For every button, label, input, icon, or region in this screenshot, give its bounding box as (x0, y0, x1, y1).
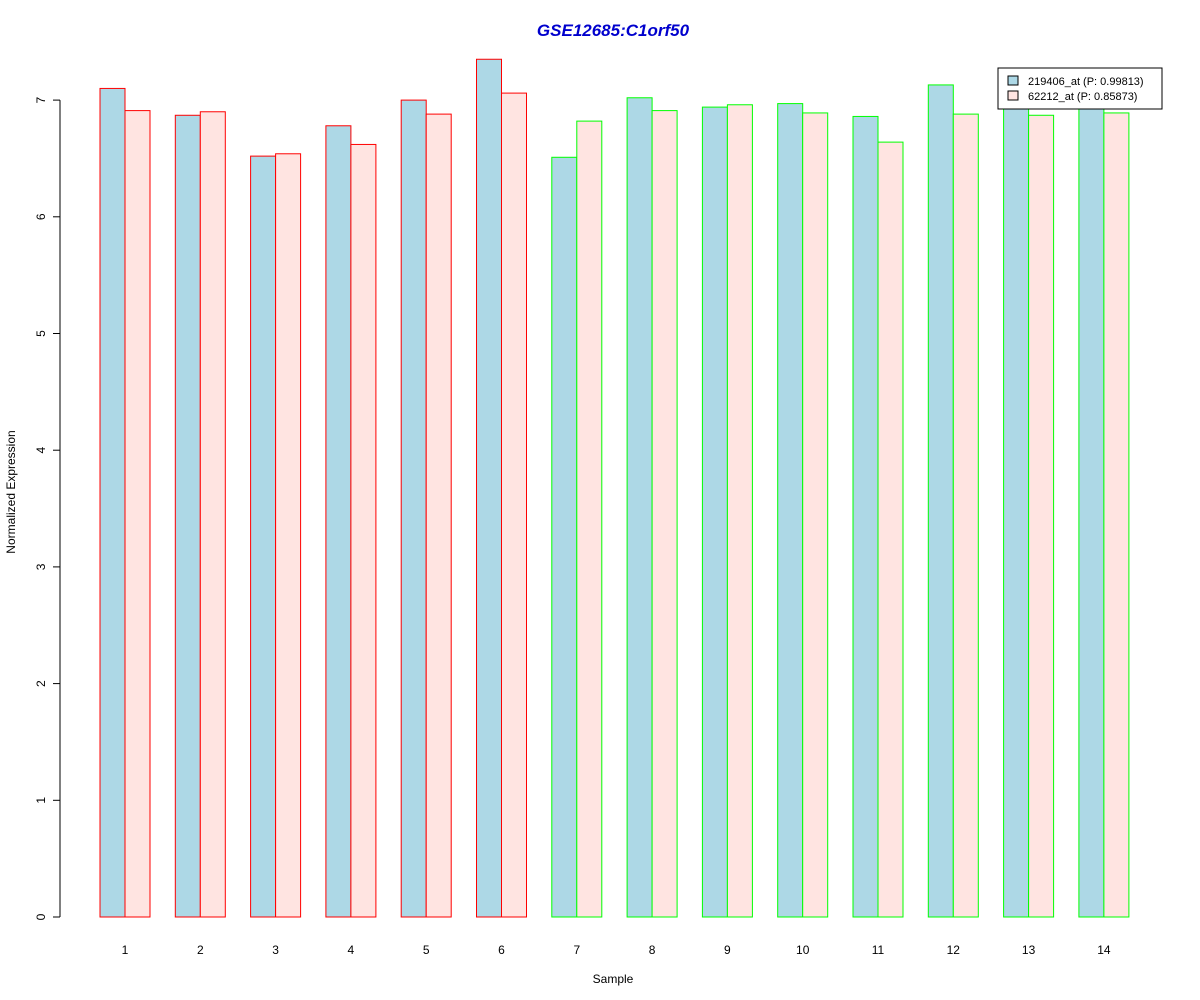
bar-sample-1-series-1 (99, 87, 126, 918)
y-tick-label: 4 (34, 447, 48, 454)
x-tick-label: 13 (1022, 943, 1036, 957)
bar-sample-7-series-2 (576, 120, 603, 918)
bar-sample-3-series-2 (275, 153, 302, 918)
y-tick-label: 3 (34, 563, 48, 570)
legend: 219406_at (P: 0.99813) 62212_at (P: 0.85… (997, 67, 1163, 110)
legend-label-series-1: 219406_at (P: 0.99813) (1028, 76, 1144, 88)
bar-sample-6-series-2 (501, 92, 527, 918)
y-tick-label: 6 (34, 213, 48, 220)
x-tick-label: 10 (796, 943, 810, 957)
legend-label-series-2: 62212_at (P: 0.85873) (1028, 91, 1137, 103)
x-tick-label: 2 (197, 943, 204, 957)
bar-sample-7-series-1 (551, 156, 578, 918)
x-tick-label: 1 (122, 943, 129, 957)
bars (99, 58, 1130, 918)
bar-sample-2-series-1 (174, 114, 201, 918)
bar-sample-8-series-2 (651, 110, 678, 918)
bar-sample-2-series-2 (199, 111, 226, 918)
x-tick-label: 5 (423, 943, 430, 957)
x-tick-labels: 1 2 3 4 5 6 7 8 9 10 11 12 13 14 (122, 943, 1111, 957)
chart-title: GSE12685:C1orf50 (537, 21, 690, 40)
bar-sample-11-series-2 (877, 141, 904, 918)
x-tick-label: 6 (498, 943, 505, 957)
x-tick-label: 3 (272, 943, 279, 957)
bar-sample-8-series-1 (626, 97, 653, 918)
y-tick-label: 2 (34, 680, 48, 687)
bar-sample-12-series-1 (927, 84, 954, 918)
bar-sample-1-series-2 (124, 110, 151, 918)
legend-box (997, 67, 1163, 110)
bar-sample-5-series-2 (425, 113, 452, 918)
y-tick-label: 1 (34, 797, 48, 804)
x-tick-label: 12 (947, 943, 961, 957)
bar-sample-4-series-1 (325, 125, 352, 918)
bar-sample-12-series-2 (952, 113, 979, 918)
bar-sample-5-series-1 (400, 99, 427, 918)
x-tick-label: 4 (348, 943, 355, 957)
bar-sample-13-series-1 (1003, 105, 1030, 918)
legend-swatch-series-2 (1007, 90, 1019, 101)
bar-sample-9-series-2 (726, 104, 753, 918)
bar-sample-4-series-2 (350, 143, 377, 918)
x-tick-label: 11 (872, 943, 885, 957)
x-tick-label: 14 (1097, 943, 1111, 957)
x-tick-label: 8 (649, 943, 656, 957)
y-axis-label: Normalized Expression (4, 430, 18, 553)
bar-sample-6-series-1 (476, 58, 502, 918)
y-axis: 0 1 2 3 4 5 6 7 (34, 96, 61, 920)
bar-sample-13-series-2 (1028, 114, 1055, 918)
y-tick-label: 7 (34, 96, 48, 103)
y-tick-label: 5 (34, 330, 48, 337)
bar-sample-14-series-2 (1103, 112, 1130, 918)
legend-swatch-series-1 (1007, 75, 1019, 86)
bar-sample-9-series-1 (701, 106, 728, 918)
y-tick-label: 0 (34, 913, 48, 920)
bar-sample-11-series-1 (852, 115, 879, 918)
x-axis-label: Sample (593, 972, 634, 986)
bar-sample-14-series-1 (1078, 105, 1105, 918)
x-tick-label: 7 (573, 943, 580, 957)
bar-sample-10-series-1 (777, 103, 804, 918)
bar-sample-10-series-2 (802, 112, 829, 918)
bar-sample-3-series-1 (250, 155, 277, 918)
x-tick-label: 9 (724, 943, 731, 957)
